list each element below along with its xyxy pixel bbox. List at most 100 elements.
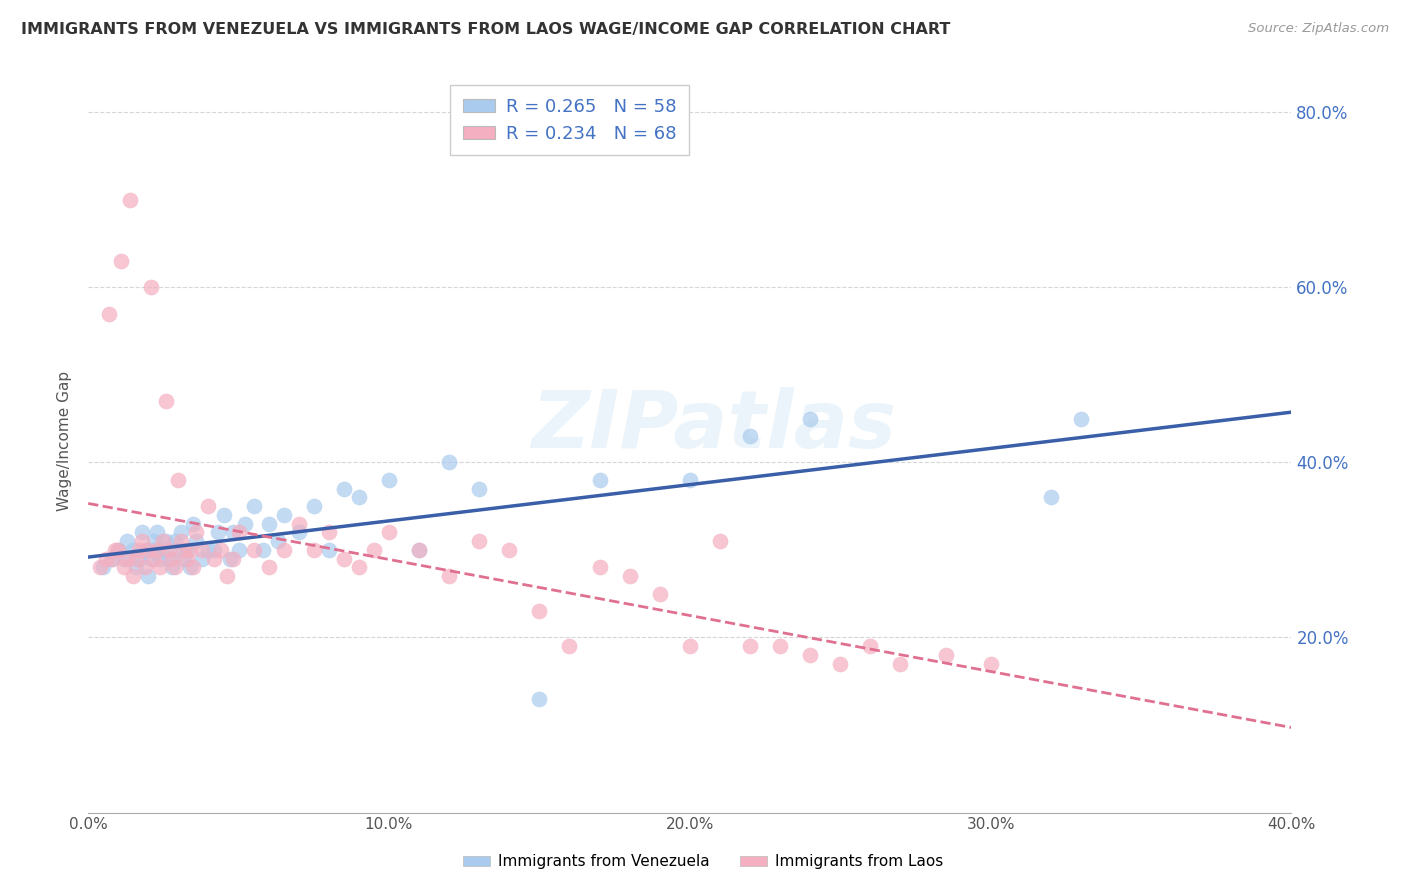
Point: [112, 551, 135, 566]
Point: [679, 473, 702, 487]
Point: [257, 560, 280, 574]
Y-axis label: Wage/Income Gap: Wage/Income Gap: [58, 370, 72, 510]
Point: [141, 551, 163, 566]
Point: [162, 551, 184, 566]
Point: [799, 648, 821, 662]
Point: [146, 543, 169, 558]
Point: [934, 648, 956, 662]
Point: [170, 534, 193, 549]
Point: [588, 560, 610, 574]
Point: [709, 534, 731, 549]
Point: [107, 543, 129, 558]
Point: [98, 307, 121, 321]
Point: [110, 254, 132, 268]
Point: [136, 569, 159, 583]
Point: [830, 657, 852, 671]
Text: IMMIGRANTS FROM VENEZUELA VS IMMIGRANTS FROM LAOS WAGE/INCOME GAP CORRELATION CH: IMMIGRANTS FROM VENEZUELA VS IMMIGRANTS …: [21, 22, 950, 37]
Point: [273, 508, 295, 522]
Point: [176, 551, 198, 566]
Point: [117, 551, 139, 566]
Point: [173, 543, 195, 558]
Text: ZIPatlas: ZIPatlas: [531, 386, 897, 465]
Point: [738, 639, 761, 653]
Point: [149, 560, 172, 574]
Point: [104, 543, 127, 558]
Point: [859, 639, 882, 653]
Point: [287, 525, 309, 540]
Point: [89, 560, 111, 574]
Point: [197, 543, 219, 558]
Point: [141, 280, 163, 294]
Point: [233, 516, 256, 531]
Point: [215, 569, 238, 583]
Point: [143, 534, 166, 549]
Point: [125, 560, 148, 574]
Point: [128, 551, 150, 566]
Point: [134, 543, 156, 558]
Point: [157, 543, 180, 558]
Point: [165, 560, 187, 574]
Point: [170, 525, 193, 540]
Point: [179, 560, 201, 574]
Point: [162, 560, 184, 574]
Point: [212, 508, 235, 522]
Point: [152, 543, 174, 558]
Point: [91, 560, 114, 574]
Legend: R = 0.265   N = 58, R = 0.234   N = 68: R = 0.265 N = 58, R = 0.234 N = 68: [450, 85, 689, 155]
Point: [257, 516, 280, 531]
Point: [1039, 491, 1062, 505]
Point: [179, 543, 201, 558]
Point: [221, 551, 243, 566]
Point: [378, 525, 401, 540]
Point: [529, 604, 551, 618]
Point: [204, 543, 226, 558]
Point: [228, 525, 250, 540]
Point: [165, 534, 187, 549]
Point: [558, 639, 581, 653]
Point: [107, 543, 129, 558]
Point: [176, 543, 198, 558]
Point: [302, 543, 325, 558]
Point: [378, 473, 401, 487]
Point: [1070, 411, 1092, 425]
Text: Source: ZipAtlas.com: Source: ZipAtlas.com: [1249, 22, 1389, 36]
Point: [333, 551, 356, 566]
Point: [437, 569, 460, 583]
Point: [980, 657, 1002, 671]
Point: [155, 534, 177, 549]
Point: [128, 543, 150, 558]
Point: [167, 543, 190, 558]
Point: [167, 473, 190, 487]
Point: [273, 543, 295, 558]
Point: [183, 516, 205, 531]
Point: [204, 551, 226, 566]
Point: [738, 429, 761, 443]
Point: [799, 411, 821, 425]
Point: [122, 569, 145, 583]
Point: [197, 499, 219, 513]
Point: [468, 534, 491, 549]
Point: [318, 525, 340, 540]
Point: [191, 551, 214, 566]
Point: [173, 551, 195, 566]
Point: [143, 543, 166, 558]
Point: [207, 525, 229, 540]
Point: [157, 551, 180, 566]
Point: [134, 560, 156, 574]
Point: [588, 473, 610, 487]
Point: [302, 499, 325, 513]
Point: [218, 551, 240, 566]
Legend: Immigrants from Venezuela, Immigrants from Laos: Immigrants from Venezuela, Immigrants fr…: [457, 848, 949, 875]
Point: [131, 525, 153, 540]
Point: [363, 543, 385, 558]
Point: [149, 551, 172, 566]
Point: [101, 551, 124, 566]
Point: [266, 534, 288, 549]
Point: [186, 534, 208, 549]
Point: [468, 482, 491, 496]
Point: [186, 525, 208, 540]
Point: [648, 587, 671, 601]
Point: [318, 543, 340, 558]
Point: [221, 525, 243, 540]
Point: [209, 543, 232, 558]
